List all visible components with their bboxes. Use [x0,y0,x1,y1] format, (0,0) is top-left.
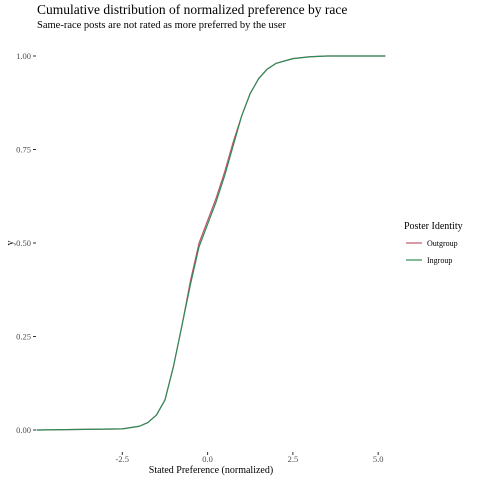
x-tick-label: 0.0 [202,454,213,464]
x-tick-label: -2.5 [116,454,129,464]
x-tick-label: 5.0 [373,454,384,464]
y-axis: 0.00 0.25 0.50 0.75 1.00 [16,51,36,435]
y-tick-label: 0.50 [16,238,31,248]
y-tick-label: 0.00 [16,425,31,435]
y-axis-title: y [5,241,16,246]
legend-label-ingroup: Ingroup [427,256,452,265]
y-tick-label: 0.25 [16,332,31,342]
chart-title: Cumulative distribution of normalized pr… [37,2,348,17]
y-tick-label: 0.75 [16,145,31,155]
series-line-ingroup [36,55,386,431]
x-axis: -2.5 0.0 2.5 5.0 [116,452,384,464]
x-axis-title: Stated Preference (normalized) [149,465,273,476]
series-layer [36,55,386,431]
chart-subtitle: Same-race posts are not rated as more pr… [37,20,286,31]
legend: Poster Identity Outgroup Ingroup [404,221,463,265]
legend-title: Poster Identity [404,221,463,232]
legend-label-outgroup: Outgroup [427,239,458,248]
y-tick-label: 1.00 [16,51,31,61]
series-line-outgroup [36,55,386,431]
x-tick-label: 2.5 [288,454,299,464]
